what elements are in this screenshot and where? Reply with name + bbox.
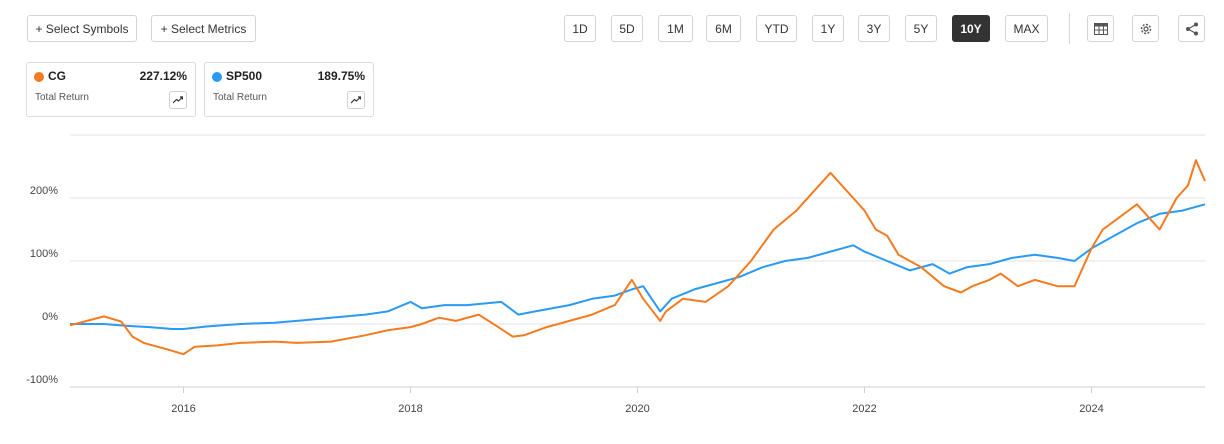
x-tick-label: 2022 <box>852 403 876 415</box>
table-view-button[interactable] <box>1087 15 1114 42</box>
sp500-metric-label: Total Return <box>213 92 267 103</box>
range-max-button[interactable]: MAX <box>1005 15 1048 42</box>
y-tick-label: 200% <box>30 185 58 197</box>
sp500-symbol: SP500 <box>226 69 263 83</box>
share-button[interactable] <box>1178 15 1205 42</box>
chart-gridlines <box>70 134 1205 393</box>
legend-card-sp500[interactable]: SP500 189.75% Total Return <box>204 62 374 117</box>
cg-color-dot <box>34 72 44 82</box>
range-5y-button[interactable]: 5Y <box>905 15 937 42</box>
y-tick-label: -100% <box>26 374 58 386</box>
share-icon <box>1185 22 1198 35</box>
cg-trend-button[interactable] <box>169 91 187 109</box>
settings-button[interactable] <box>1132 15 1159 42</box>
x-tick-label: 2024 <box>1079 403 1103 415</box>
trend-icon <box>173 96 183 104</box>
x-tick-label: 2018 <box>398 403 422 415</box>
range-10y-button[interactable]: 10Y <box>952 15 990 42</box>
select-metrics-button[interactable]: + Select Metrics <box>151 15 256 42</box>
range-5d-button[interactable]: 5D <box>611 15 643 42</box>
range-1d-button[interactable]: 1D <box>564 15 596 42</box>
select-symbols-button[interactable]: + Select Symbols <box>27 15 137 42</box>
x-tick-label: 2016 <box>171 403 195 415</box>
series-line-cg <box>69 159 1206 356</box>
chart-series <box>69 159 1206 356</box>
x-axis-tick-labels: 2016 2018 2020 2022 2024 <box>171 403 1103 415</box>
sp500-total-return-value: 189.75% <box>317 69 365 83</box>
cg-total-return-value: 227.12% <box>139 69 187 83</box>
cg-symbol: CG <box>48 69 66 83</box>
table-icon <box>1093 22 1108 35</box>
cg-metric-label: Total Return <box>35 92 89 103</box>
y-tick-label: 100% <box>30 248 58 260</box>
trend-icon <box>351 96 361 104</box>
range-3y-button[interactable]: 3Y <box>858 15 890 42</box>
range-ytd-button[interactable]: YTD <box>756 15 797 42</box>
toolbar-divider <box>1069 13 1070 44</box>
sp500-trend-button[interactable] <box>347 91 365 109</box>
y-axis-tick-labels: 200% 100% 0% -100% <box>26 185 58 386</box>
x-tick-label: 2020 <box>625 403 649 415</box>
sp500-color-dot <box>212 72 222 82</box>
y-tick-label: 0% <box>42 311 58 323</box>
gear-icon <box>1140 23 1151 34</box>
legend-card-cg[interactable]: CG 227.12% Total Return <box>26 62 196 117</box>
range-1y-button[interactable]: 1Y <box>812 15 844 42</box>
range-1m-button[interactable]: 1M <box>658 15 693 42</box>
series-line-sp500 <box>70 203 1206 330</box>
range-6m-button[interactable]: 6M <box>706 15 741 42</box>
